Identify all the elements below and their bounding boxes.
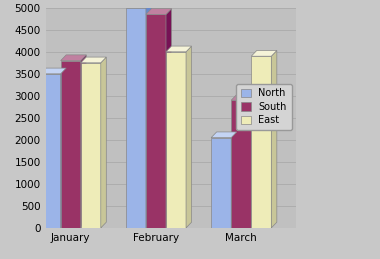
Polygon shape	[211, 132, 237, 138]
Bar	[211, 138, 231, 228]
Polygon shape	[166, 9, 171, 228]
Bar	[146, 14, 166, 228]
Bar	[81, 63, 101, 228]
Bar	[61, 61, 81, 228]
Polygon shape	[251, 51, 277, 56]
Bar	[251, 56, 271, 228]
Polygon shape	[251, 95, 257, 228]
Bar	[41, 74, 61, 228]
Polygon shape	[271, 51, 277, 228]
Polygon shape	[101, 57, 106, 228]
Bar	[166, 52, 186, 228]
Bar	[126, 8, 146, 228]
Polygon shape	[146, 9, 171, 14]
Polygon shape	[61, 68, 66, 228]
Polygon shape	[61, 55, 86, 61]
Polygon shape	[166, 46, 192, 52]
Polygon shape	[126, 2, 152, 8]
Polygon shape	[81, 55, 86, 228]
Polygon shape	[146, 2, 152, 228]
Polygon shape	[81, 57, 106, 63]
Polygon shape	[231, 132, 237, 228]
Polygon shape	[231, 95, 257, 100]
Polygon shape	[41, 68, 66, 74]
Polygon shape	[186, 46, 192, 228]
Bar	[231, 100, 251, 228]
Legend: North, South, East: North, South, East	[236, 84, 291, 130]
